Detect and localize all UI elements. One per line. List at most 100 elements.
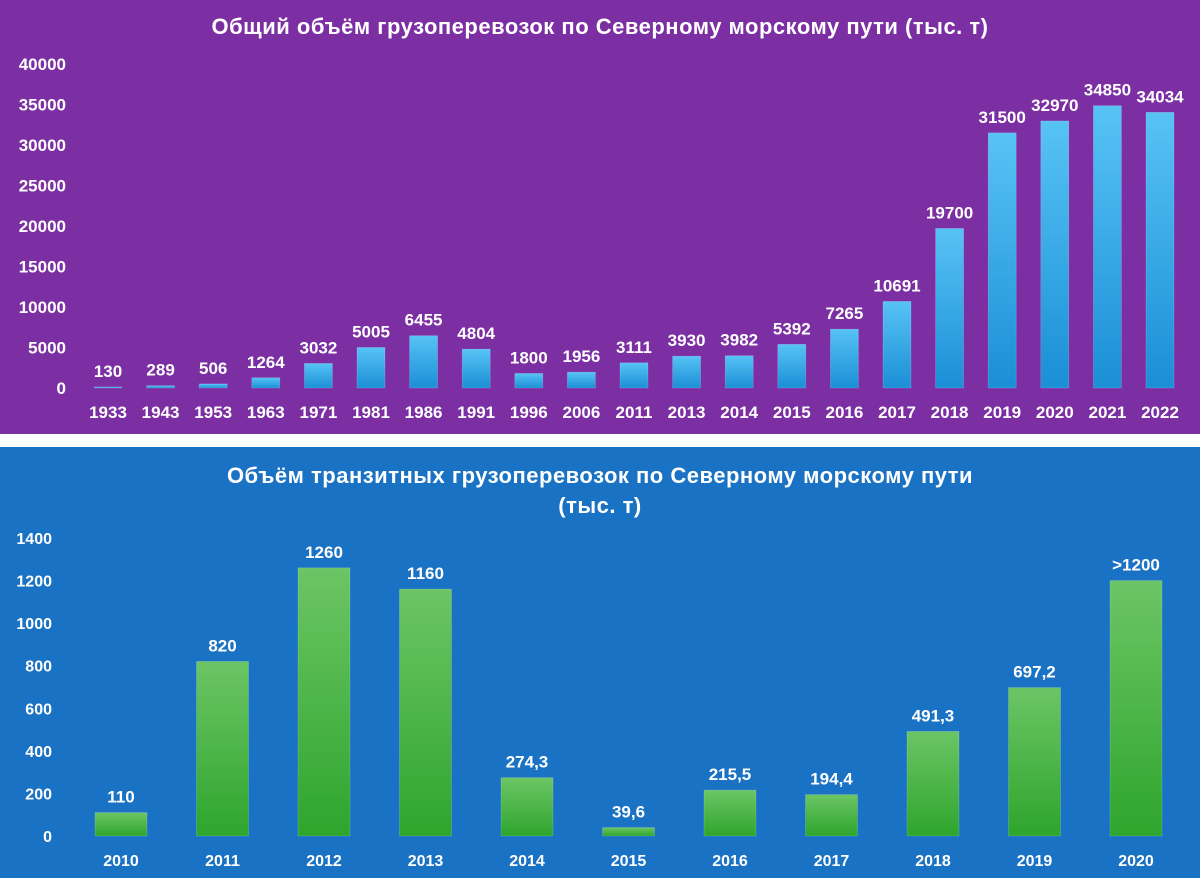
bar-1971 (304, 363, 333, 389)
y-tick-label: 5000 (28, 339, 66, 358)
data-label-2017: 10691 (873, 276, 920, 295)
y-tick-label: 800 (25, 659, 52, 676)
x-tick-label: 2015 (611, 853, 647, 870)
x-tick-label: 2014 (509, 853, 545, 870)
x-tick-label: 2019 (1017, 853, 1053, 870)
data-label-2020: 32970 (1031, 96, 1078, 115)
y-tick-label: 1200 (16, 574, 52, 591)
total-cargo-chart-panel: Общий объём грузоперевозок по Северному … (0, 0, 1200, 434)
bar-2020 (1040, 120, 1070, 389)
data-label-2021: 34850 (1084, 81, 1131, 100)
y-tick-label: 35000 (19, 96, 66, 115)
x-tick-label: 2014 (720, 403, 758, 422)
x-tick-label: 2011 (616, 403, 653, 422)
data-label-1933: 130 (94, 362, 122, 381)
bar-2006 (567, 371, 596, 389)
x-tick-label: 1991 (457, 403, 495, 422)
data-label-2018: 491,3 (912, 706, 955, 725)
data-label-2016: 7265 (825, 304, 863, 323)
bar-2015 (602, 827, 655, 837)
bar-2011 (619, 362, 649, 389)
x-tick-label: 1971 (299, 403, 337, 422)
bar-1963 (251, 377, 281, 389)
y-tick-label: 25000 (19, 177, 66, 196)
data-label-2012: 1260 (305, 543, 343, 562)
x-tick-label: 2012 (306, 853, 342, 870)
data-label-2014: 3982 (720, 331, 758, 350)
x-tick-label: 1986 (405, 403, 443, 422)
x-tick-label: 2018 (915, 853, 951, 870)
transit-cargo-bar-chart: 0 200 400 600 800 1000 1200 1400 110 2010 820 2011 1… (16, 531, 1163, 870)
bar-1953 (198, 383, 228, 389)
y-tick-label: 0 (43, 829, 52, 846)
bar-2021 (1093, 105, 1122, 389)
bar-1981 (356, 347, 386, 389)
bar-2019 (987, 132, 1017, 389)
x-tick-label: 2017 (878, 403, 916, 422)
y-tick-label: 1400 (16, 531, 52, 548)
bar-2020 (1109, 580, 1163, 837)
data-label-2020: >1200 (1112, 556, 1160, 575)
data-label-1971: 3032 (299, 338, 337, 357)
x-tick-label: 1996 (510, 403, 548, 422)
x-tick-label: 1981 (352, 403, 390, 422)
data-label-2006: 1956 (562, 347, 600, 366)
data-label-2016: 215,5 (709, 765, 752, 784)
x-tick-label: 2019 (983, 403, 1021, 422)
data-label-2015: 5392 (773, 319, 811, 338)
x-tick-label: 2018 (931, 403, 969, 422)
bar-2013 (399, 588, 452, 837)
bar-2016 (830, 328, 859, 389)
data-label-2018: 19700 (926, 203, 973, 222)
bar-2012 (297, 567, 351, 837)
x-tick-label: 1953 (194, 403, 232, 422)
transit-cargo-chart-title-line1: Объём транзитных грузоперевозок по Север… (226, 463, 974, 488)
y-tick-label: 30000 (19, 136, 66, 155)
x-tick-label: 2006 (562, 403, 600, 422)
data-label-1963: 1264 (247, 353, 285, 372)
transit-cargo-chart-panel: Объём транзитных грузоперевозок по Север… (0, 447, 1200, 878)
x-tick-label: 2013 (408, 853, 444, 870)
bar-1996 (514, 373, 544, 389)
data-label-2022: 34034 (1136, 87, 1184, 106)
bar-2017 (882, 301, 912, 389)
y-tick-label: 400 (25, 744, 52, 761)
data-label-2017: 194,4 (810, 770, 853, 789)
bar-2019 (1008, 687, 1061, 837)
x-tick-label: 1933 (89, 403, 127, 422)
x-tick-label: 2020 (1036, 403, 1074, 422)
transit-cargo-chart-title-line2: (тыс. т) (558, 493, 642, 518)
x-tick-label: 2016 (712, 853, 748, 870)
data-label-1996: 1800 (510, 348, 548, 367)
bar-1933 (93, 386, 123, 389)
x-tick-label: 2020 (1118, 853, 1154, 870)
data-label-1991: 4804 (457, 324, 495, 343)
data-label-1953: 506 (199, 359, 227, 378)
data-label-2013: 3930 (668, 331, 706, 350)
x-tick-label: 1943 (142, 403, 180, 422)
bar-2017 (805, 794, 858, 837)
x-tick-label: 2013 (668, 403, 706, 422)
y-tick-label: 20000 (19, 217, 66, 236)
bar-2022 (1145, 112, 1175, 389)
bar-2015 (777, 344, 807, 389)
data-label-2010: 110 (107, 788, 134, 807)
y-tick-label: 40000 (19, 55, 66, 74)
total-cargo-chart-title: Общий объём грузоперевозок по Северному … (211, 14, 989, 39)
data-label-2014: 274,3 (506, 753, 549, 772)
y-tick-label: 10000 (19, 298, 66, 317)
data-label-2013: 1160 (407, 564, 444, 583)
y-tick-label: 1000 (16, 616, 52, 633)
total-cargo-bar-chart: 0 5000 10000 15000 20000 25000 30000 35000 40000… (19, 55, 1184, 422)
x-tick-label: 1963 (247, 403, 285, 422)
bar-2016 (703, 789, 757, 837)
data-label-2019: 31500 (979, 108, 1026, 127)
data-label-1943: 289 (146, 361, 174, 380)
data-label-1981: 5005 (352, 322, 390, 341)
bar-2018 (906, 731, 960, 837)
y-tick-label: 600 (25, 701, 52, 718)
bar-2018 (935, 228, 964, 389)
y-tick-label: 15000 (19, 258, 66, 277)
data-label-2015: 39,6 (612, 803, 645, 822)
bar-1986 (409, 335, 438, 389)
